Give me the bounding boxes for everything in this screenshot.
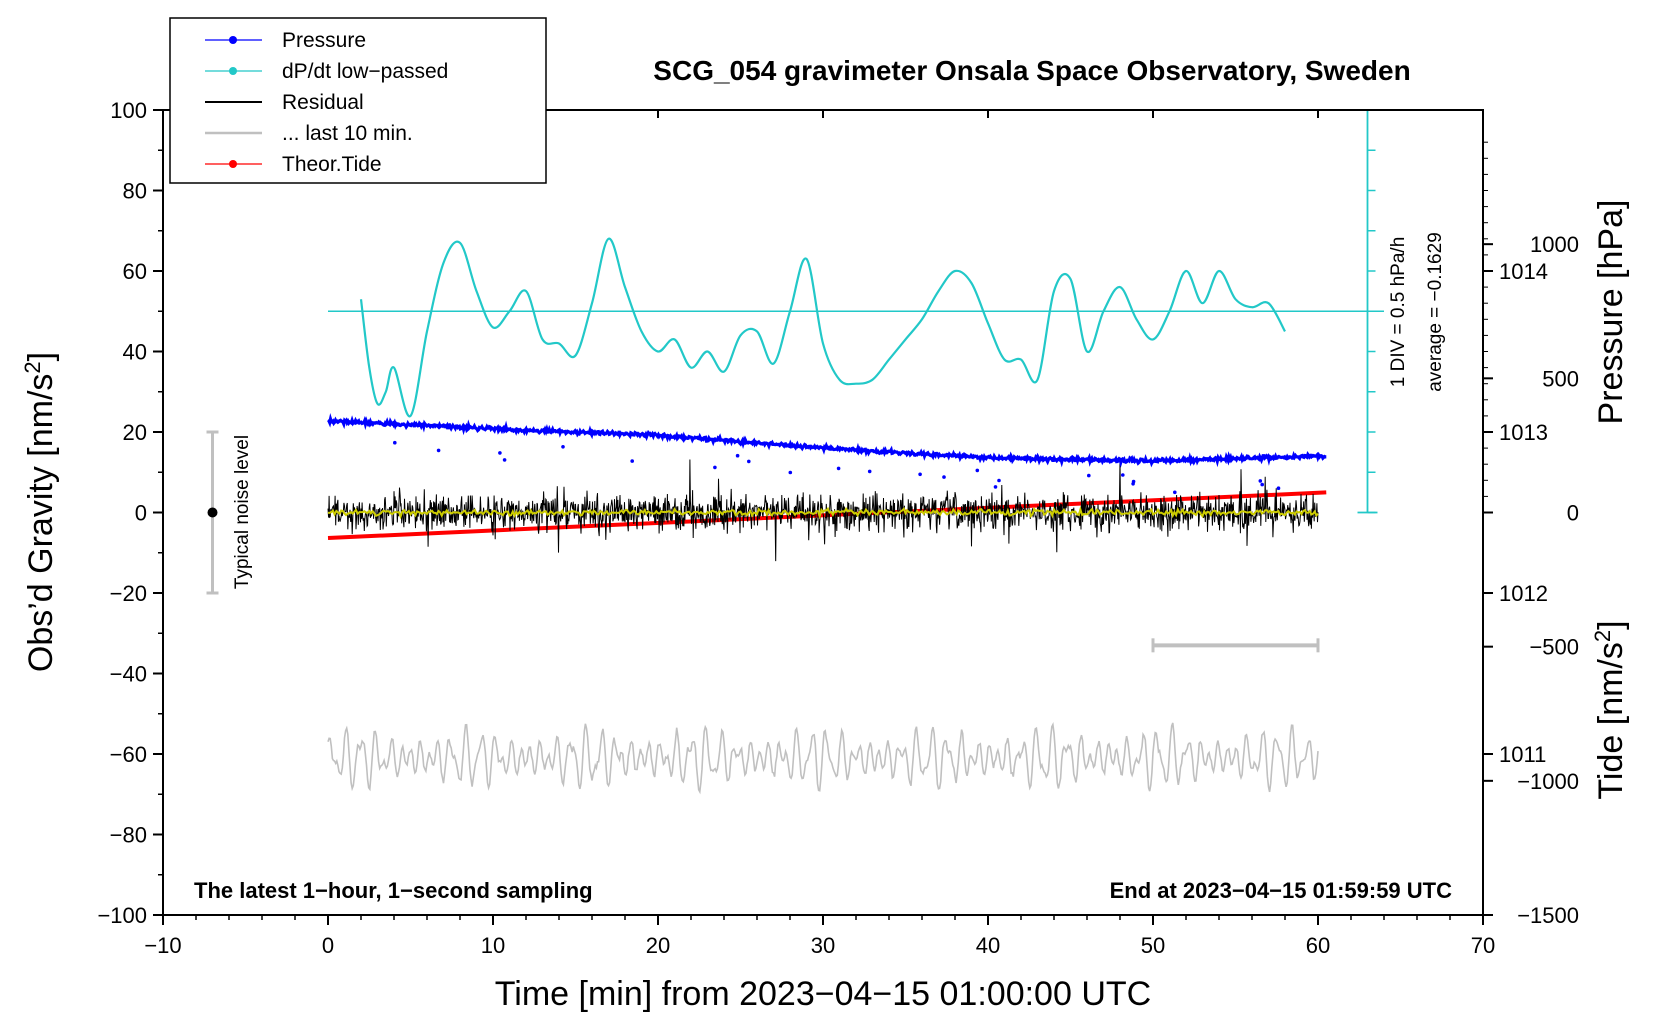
pressure-outlier-point [1087,473,1091,478]
y-tick-label: 80 [123,179,147,204]
y-tick-label: −80 [110,823,147,848]
x-tick-label: 30 [811,933,835,958]
x-tick-label: 60 [1306,933,1330,958]
pressure-outlier-point [502,458,507,462]
tide-tick-label: 0 [1567,501,1579,526]
pressure-outlier-point [1260,482,1264,487]
legend-label: ... last 10 min. [282,122,413,145]
pressure-outlier-point [747,459,751,464]
pressure-outlier-point [1131,479,1136,484]
y-tick-label: 100 [110,98,147,123]
footer-left-label: The latest 1−hour, 1−second sampling [194,878,593,903]
legend-label: Theor.Tide [282,153,382,176]
pressure-outlier-point [436,448,441,453]
y-tick-label: −20 [110,581,147,606]
pressure-outlier-point [498,451,502,455]
pressure-outlier-point [918,472,922,477]
tide-tick-label: 500 [1542,366,1579,391]
pressure-outlier-point [997,478,1001,483]
x-tick-label: 10 [481,933,505,958]
pressure-outlier-point [1173,490,1177,495]
y-tick-label: 20 [123,420,147,445]
x-tick-label: 0 [322,933,334,958]
y-axis-title-pressure: Pressure [hPa] [1592,200,1630,425]
y-axis-title-tide-sup: 2 [1590,630,1615,642]
y-axis-title-tide: Tide [nm/s2] [1590,620,1631,799]
pressure-outlier-point [788,470,793,475]
legend-label: Pressure [282,29,366,52]
footer-right-label: End at 2023−04−15 01:59:59 UTC [1110,878,1453,903]
pressure-outlier-point [942,475,946,479]
pressure-outlier-point [867,469,872,474]
x-axis-title: Time [min] from 2023−04−15 01:00:00 UTC [495,975,1151,1013]
pressure-tick-label: 1012 [1499,581,1548,606]
pressure-outlier-point [561,445,565,449]
tick-labels: −10 0 10 20 30 40 50 60 70−100−80−60−40−20020406… [97,98,1579,958]
legend-label: Residual [282,91,364,114]
y-tick-label: −60 [110,742,147,767]
pressure-line [327,413,1327,468]
dpdt-scale-label: 1 DIV = 0.5 hPa/h [1388,237,1409,388]
pressure-outlier-point [713,465,717,470]
pressure-tick-label: 1013 [1499,420,1548,445]
y-axis-title-left-main: Obs’d Gravity [nm/s [22,374,60,673]
pressure-outlier-point [1121,473,1125,477]
pressure-outlier-point [630,459,634,463]
legend-swatch-marker [229,160,237,168]
y-axis-title-left: Obs’d Gravity [nm/s2] [20,352,61,672]
y-tick-label: −100 [97,903,147,928]
data-series [206,237,1384,795]
pressure-outlier-point [1276,486,1281,491]
pressure-outlier-point [975,468,980,473]
residual-line [327,459,1319,562]
legend-label: dP/dt low−passed [282,60,448,83]
legend-swatch-marker [229,67,237,75]
x-tick-label: −10 [144,933,181,958]
tide-tick-label: 1000 [1530,232,1579,257]
y-axis-title-tide-end: ] [1592,620,1630,629]
pressure-outlier-point [735,453,740,458]
chart-title: SCG_054 gravimeter Onsala Space Observat… [653,55,1410,86]
plot-frame [162,109,1484,916]
y-tick-label: 40 [123,340,147,365]
y-axis-title-left-sup: 2 [20,361,45,373]
residual-smoothed-line [327,505,1319,520]
x-tick-label: 20 [646,933,670,958]
y-tick-label: −40 [110,662,147,687]
pressure-outlier-point [1258,479,1263,483]
dpdt-average-label: average = −0.1629 [1425,232,1446,392]
dpdt-line [359,237,1286,418]
pressure-outlier-point [836,466,841,471]
y-axis-title-tide-main: Tide [nm/s [1592,642,1630,799]
y-axis-title-left-end: ] [22,352,60,361]
pressure-outlier-point [993,485,998,489]
legend-swatch-marker [229,36,237,44]
noise-level-label: Typical noise level [232,435,253,589]
pressure-outlier-point [393,440,397,445]
tide-tick-label: −500 [1529,635,1579,660]
x-tick-label: 70 [1471,933,1495,958]
last-10-min-line [327,721,1319,795]
x-tick-label: 50 [1141,933,1165,958]
y-tick-label: 0 [135,501,147,526]
pressure-tick-label: 1011 [1499,742,1546,767]
y-tick-label: 60 [123,259,147,284]
legend-box [169,17,547,184]
tide-tick-label: −1000 [1517,769,1579,794]
legend: Pressure dP/dt low−passed Residual ... last… [169,17,547,184]
noise-level-center-dot [207,507,218,518]
tide-tick-label: −1500 [1517,903,1579,928]
pressure-tick-label: 1014 [1499,259,1548,284]
x-tick-label: 40 [976,933,1000,958]
